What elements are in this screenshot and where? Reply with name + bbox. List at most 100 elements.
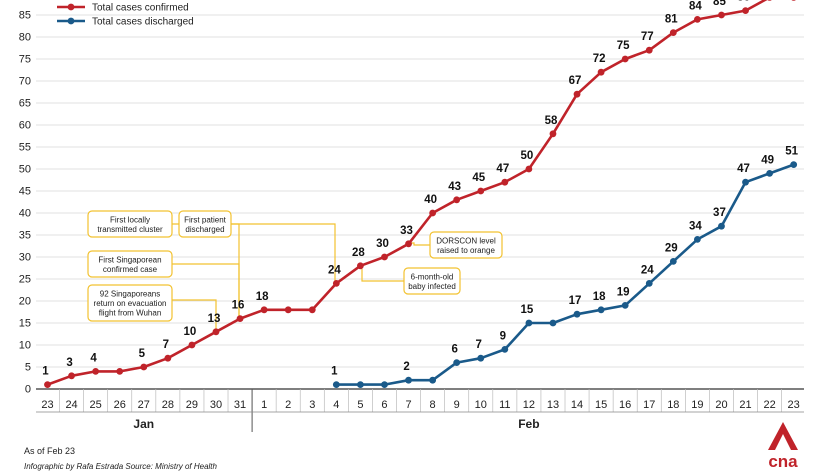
- data-label: 19: [617, 286, 630, 298]
- cna-logo: cna: [768, 422, 798, 468]
- data-point: [645, 46, 653, 54]
- annotation-text: baby infected: [408, 282, 456, 291]
- x-tick-label: 18: [667, 399, 679, 411]
- data-label: 28: [352, 247, 365, 259]
- annotation-leader: [409, 242, 430, 246]
- data-point: [453, 359, 461, 366]
- x-tick-label: 14: [571, 399, 583, 411]
- data-label: 47: [737, 163, 750, 175]
- x-tick-label: 20: [715, 399, 727, 411]
- data-label: 7: [163, 339, 169, 351]
- data-point: [621, 302, 629, 309]
- data-label: 37: [713, 207, 726, 219]
- x-tick-label: 27: [138, 399, 150, 411]
- data-label: 17: [569, 295, 582, 307]
- data-point: [212, 328, 220, 336]
- data-point: [549, 319, 557, 327]
- data-point: [140, 363, 148, 371]
- x-tick-label: 11: [499, 399, 510, 411]
- month-label: Feb: [518, 417, 539, 431]
- y-tick-label: 45: [19, 186, 31, 198]
- legend-marker: [67, 17, 75, 25]
- data-label: 15: [521, 304, 534, 316]
- data-label: 34: [689, 220, 702, 232]
- data-labels: 13 4 5710131618242830334043454750586772757…: [42, 0, 798, 378]
- data-label: 45: [472, 172, 485, 184]
- data-point: [381, 253, 388, 261]
- annotation-text: discharged: [185, 225, 224, 234]
- annotation-text: confirmed case: [103, 265, 158, 274]
- legend-marker: [67, 3, 75, 11]
- y-tick-label: 50: [19, 164, 31, 176]
- x-tick-label: 6: [381, 399, 387, 411]
- x-tick-label: 21: [739, 399, 751, 411]
- data-label: 7: [476, 339, 482, 351]
- data-point: [453, 196, 461, 204]
- series-line-1: [336, 163, 795, 386]
- data-label: 3: [66, 357, 72, 369]
- data-label: 18: [593, 291, 606, 303]
- x-tick-label: 23: [788, 399, 800, 411]
- data-point: [525, 319, 533, 327]
- data-point: [597, 306, 605, 314]
- data-point: [669, 258, 677, 265]
- as-of-note: As of Feb 23: [24, 446, 76, 456]
- x-tick-label: 28: [162, 399, 174, 411]
- data-label: 77: [641, 31, 654, 43]
- annotation-leader: [172, 223, 240, 320]
- y-tick-label: 0: [25, 384, 31, 396]
- data-point: [573, 90, 581, 98]
- x-tick-label: 9: [454, 399, 460, 411]
- x-tick-label: 8: [430, 399, 436, 411]
- data-point: [44, 381, 51, 388]
- data-point: [742, 7, 749, 14]
- data-label: 72: [593, 53, 606, 65]
- data-point: [693, 16, 701, 23]
- series-lines: [44, 0, 798, 388]
- y-tick-label: 65: [19, 98, 31, 110]
- data-point: [381, 381, 388, 388]
- gridlines: [36, 14, 804, 390]
- x-tick-label: 2: [285, 399, 291, 411]
- data-label: 16: [232, 300, 245, 312]
- y-tick-label: 80: [19, 32, 31, 44]
- y-tick-label: 30: [19, 252, 31, 264]
- data-label: 50: [521, 150, 534, 162]
- x-tick-label: 26: [114, 399, 126, 411]
- data-point: [92, 368, 100, 375]
- data-point: [693, 236, 701, 243]
- data-label: 43: [448, 181, 461, 193]
- data-point: [742, 178, 749, 186]
- data-label: 1: [331, 366, 338, 378]
- y-tick-label: 70: [19, 76, 31, 88]
- data-point: [429, 376, 437, 384]
- data-point: [718, 222, 725, 230]
- x-tick-label: 19: [691, 399, 703, 411]
- data-label: 49: [761, 154, 774, 166]
- annotation-text: 92 Singaporeans: [100, 290, 161, 299]
- annotation-box: [87, 250, 173, 278]
- data-label: 40: [424, 194, 437, 206]
- annotation-text: transmitted cluster: [97, 225, 163, 234]
- data-point: [405, 240, 412, 248]
- annotation-text: First patient: [184, 215, 227, 224]
- annotation-text: 6-month-old: [411, 272, 454, 281]
- data-point: [573, 310, 581, 318]
- data-point: [357, 381, 364, 388]
- legend: Total cases confirmed Total cases dischar…: [57, 3, 194, 28]
- data-point: [284, 306, 292, 314]
- data-label: 18: [256, 291, 269, 303]
- data-label: 86: [737, 0, 750, 4]
- data-label: 13: [208, 313, 221, 325]
- data-point: [525, 165, 533, 173]
- x-tick-label: 3: [309, 399, 315, 411]
- data-label: 30: [376, 238, 389, 250]
- data-point: [669, 29, 677, 36]
- data-point: [767, 0, 772, 1]
- month-label: Jan: [133, 417, 154, 431]
- y-tick-label: 20: [19, 296, 31, 308]
- data-label: 24: [328, 264, 341, 276]
- data-point: [405, 376, 412, 384]
- y-tick-label: 25: [19, 274, 31, 286]
